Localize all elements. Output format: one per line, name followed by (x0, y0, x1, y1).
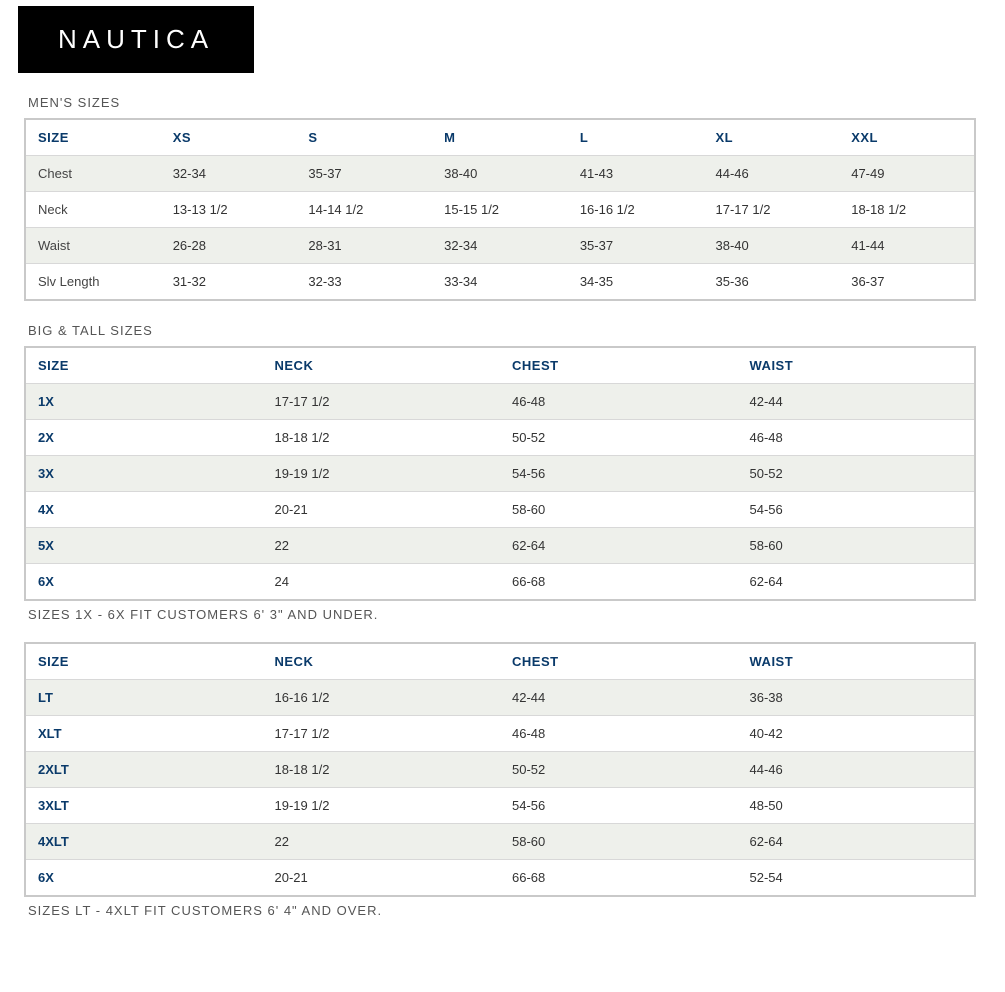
bigtall-th: WAIST (738, 347, 976, 384)
table-row: 3X19-19 1/254-5650-52 (25, 456, 975, 492)
bigtall-th: NECK (263, 347, 501, 384)
table-row: 6X20-2166-6852-54 (25, 860, 975, 897)
table-row: Slv Length31-3232-3333-3434-3535-3636-37 (25, 264, 975, 301)
bigtall-note: SIZES 1X - 6X FIT CUSTOMERS 6' 3" AND UN… (28, 607, 1005, 622)
table-row: Chest32-3435-3738-4041-4344-4647-49 (25, 156, 975, 192)
tall-th: NECK (263, 643, 501, 680)
table-row: LT16-16 1/242-4436-38 (25, 680, 975, 716)
table-row: XLT17-17 1/246-4840-42 (25, 716, 975, 752)
bigtall-th: CHEST (500, 347, 738, 384)
mens-table: SIZE XS S M L XL XXL Chest32-3435-3738-4… (24, 118, 976, 301)
table-row: 5X2262-6458-60 (25, 528, 975, 564)
table-row: Waist26-2828-3132-3435-3738-4041-44 (25, 228, 975, 264)
mens-th: XXL (839, 119, 975, 156)
brand-logo: NAUTICA (18, 6, 254, 73)
bigtall-table: SIZE NECK CHEST WAIST 1X17-17 1/246-4842… (24, 346, 976, 601)
tall-note: SIZES LT - 4XLT FIT CUSTOMERS 6' 4" AND … (28, 903, 1005, 918)
mens-th: XS (161, 119, 297, 156)
mens-th: L (568, 119, 704, 156)
tall-table: SIZE NECK CHEST WAIST LT16-16 1/242-4436… (24, 642, 976, 897)
bigtall-title: BIG & TALL SIZES (28, 323, 1005, 338)
mens-title: MEN'S SIZES (28, 95, 1005, 110)
table-row: Neck13-13 1/214-14 1/215-15 1/216-16 1/2… (25, 192, 975, 228)
mens-th: SIZE (25, 119, 161, 156)
mens-th: S (296, 119, 432, 156)
mens-th: M (432, 119, 568, 156)
table-row: 4X20-2158-6054-56 (25, 492, 975, 528)
tall-th: WAIST (738, 643, 976, 680)
mens-th: XL (704, 119, 840, 156)
bigtall-th: SIZE (25, 347, 263, 384)
table-row: 2XLT18-18 1/250-5244-46 (25, 752, 975, 788)
table-row: 4XLT2258-6062-64 (25, 824, 975, 860)
table-row: 3XLT19-19 1/254-5648-50 (25, 788, 975, 824)
tall-th: CHEST (500, 643, 738, 680)
tall-th: SIZE (25, 643, 263, 680)
table-row: 2X18-18 1/250-5246-48 (25, 420, 975, 456)
table-row: 1X17-17 1/246-4842-44 (25, 384, 975, 420)
table-row: 6X2466-6862-64 (25, 564, 975, 601)
